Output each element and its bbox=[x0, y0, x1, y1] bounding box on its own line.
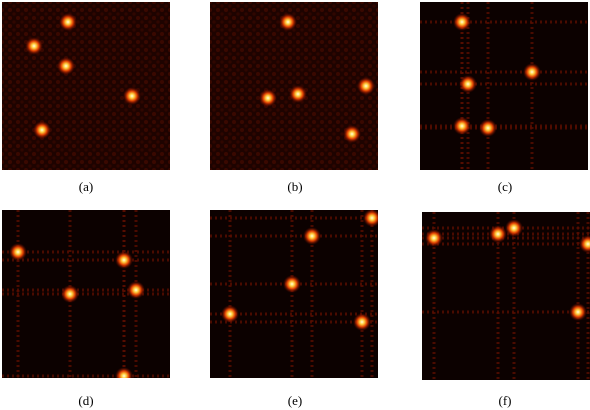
spot bbox=[127, 281, 145, 299]
spot bbox=[279, 13, 297, 31]
spot bbox=[123, 87, 141, 105]
spot bbox=[505, 219, 523, 237]
panel-content bbox=[259, 13, 375, 143]
spot bbox=[479, 119, 497, 137]
panel-image bbox=[420, 2, 588, 170]
spot bbox=[303, 227, 321, 245]
panel-content bbox=[25, 13, 141, 139]
panel-content bbox=[420, 2, 588, 170]
spot bbox=[353, 313, 371, 331]
caption: (a) bbox=[79, 179, 93, 194]
spot bbox=[425, 229, 443, 247]
caption: (c) bbox=[498, 179, 512, 194]
caption: (d) bbox=[78, 393, 93, 408]
spot bbox=[343, 125, 361, 143]
spot bbox=[459, 75, 477, 93]
spot bbox=[453, 117, 471, 135]
panel-image bbox=[2, 2, 170, 170]
spot bbox=[9, 243, 27, 261]
spot bbox=[61, 285, 79, 303]
caption: (b) bbox=[287, 179, 302, 194]
spot bbox=[115, 367, 133, 378]
spot bbox=[221, 305, 239, 323]
spot bbox=[33, 121, 51, 139]
spot bbox=[59, 13, 77, 31]
panel-image bbox=[210, 210, 378, 378]
spot bbox=[259, 89, 277, 107]
spot bbox=[57, 57, 75, 75]
spot bbox=[283, 275, 301, 293]
panel-content bbox=[2, 210, 170, 378]
spot bbox=[289, 85, 307, 103]
spot bbox=[363, 210, 378, 227]
panel-image bbox=[422, 212, 590, 380]
spot bbox=[115, 251, 133, 269]
spot bbox=[523, 63, 541, 81]
spot bbox=[357, 77, 375, 95]
spot bbox=[25, 37, 43, 55]
spot bbox=[489, 225, 507, 243]
spot bbox=[453, 13, 471, 31]
caption: (f) bbox=[499, 393, 512, 408]
panel-content bbox=[422, 212, 590, 380]
caption: (e) bbox=[288, 393, 302, 408]
spot bbox=[579, 235, 590, 253]
panel-content bbox=[210, 210, 378, 378]
spot bbox=[569, 303, 587, 321]
